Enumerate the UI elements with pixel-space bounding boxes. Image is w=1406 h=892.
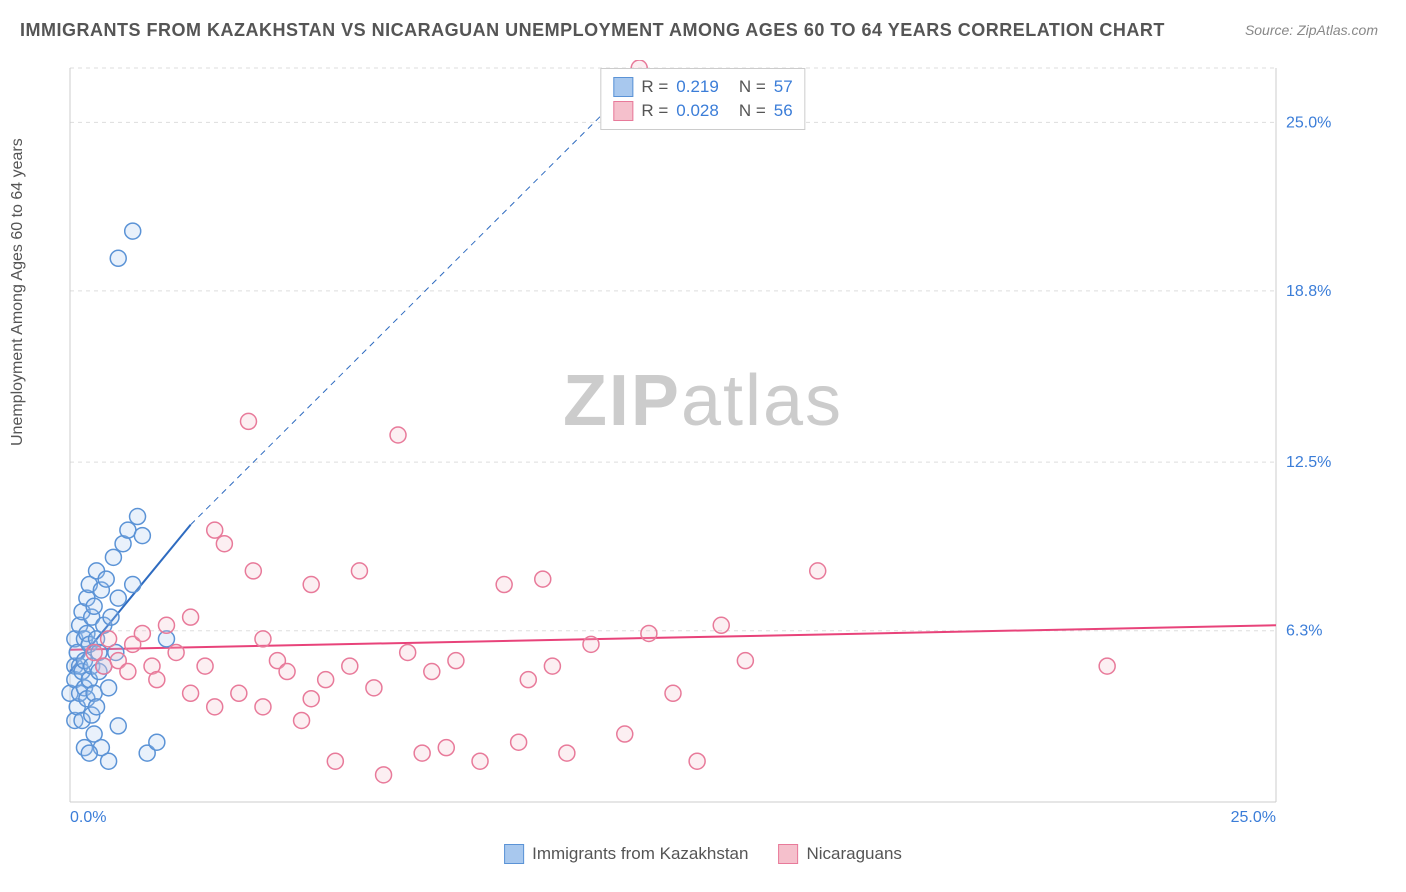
legend-item-kazakhstan: Immigrants from Kazakhstan (504, 844, 748, 864)
svg-text:6.3%: 6.3% (1286, 623, 1322, 640)
correlation-chart: 6.3% 12.5% 18.8% 25.0% 0.0% 25.0% (60, 60, 1336, 832)
legend-label: Nicaraguans (806, 844, 901, 864)
nicaraguan-swatch (778, 844, 798, 864)
n-value-b: 56 (774, 101, 793, 121)
chart-title: IMMIGRANTS FROM KAZAKHSTAN VS NICARAGUAN… (20, 20, 1165, 41)
r-label: R = (641, 77, 668, 97)
nicaraguan-swatch (613, 101, 633, 121)
legend-label: Immigrants from Kazakhstan (532, 844, 748, 864)
svg-text:12.5%: 12.5% (1286, 454, 1331, 471)
svg-text:18.8%: 18.8% (1286, 283, 1331, 300)
r-value-a: 0.219 (676, 77, 719, 97)
legend-row-kazakhstan: R = 0.219 N = 57 (613, 75, 792, 99)
legend-item-nicaraguan: Nicaraguans (778, 844, 901, 864)
source-attribution: Source: ZipAtlas.com (1245, 22, 1378, 38)
n-value-a: 57 (774, 77, 793, 97)
kazakhstan-swatch (504, 844, 524, 864)
svg-text:25.0%: 25.0% (1286, 114, 1331, 131)
series-legend: Immigrants from Kazakhstan Nicaraguans (504, 844, 902, 864)
y-axis-label: Unemployment Among Ages 60 to 64 years (9, 138, 27, 446)
correlation-legend: R = 0.219 N = 57 R = 0.028 N = 56 (600, 68, 805, 130)
n-label: N = (739, 101, 766, 121)
legend-row-nicaraguan: R = 0.028 N = 56 (613, 99, 792, 123)
svg-text:0.0%: 0.0% (70, 809, 106, 826)
svg-text:25.0%: 25.0% (1231, 809, 1276, 826)
kazakhstan-swatch (613, 77, 633, 97)
r-label: R = (641, 101, 668, 121)
r-value-b: 0.028 (676, 101, 719, 121)
n-label: N = (739, 77, 766, 97)
